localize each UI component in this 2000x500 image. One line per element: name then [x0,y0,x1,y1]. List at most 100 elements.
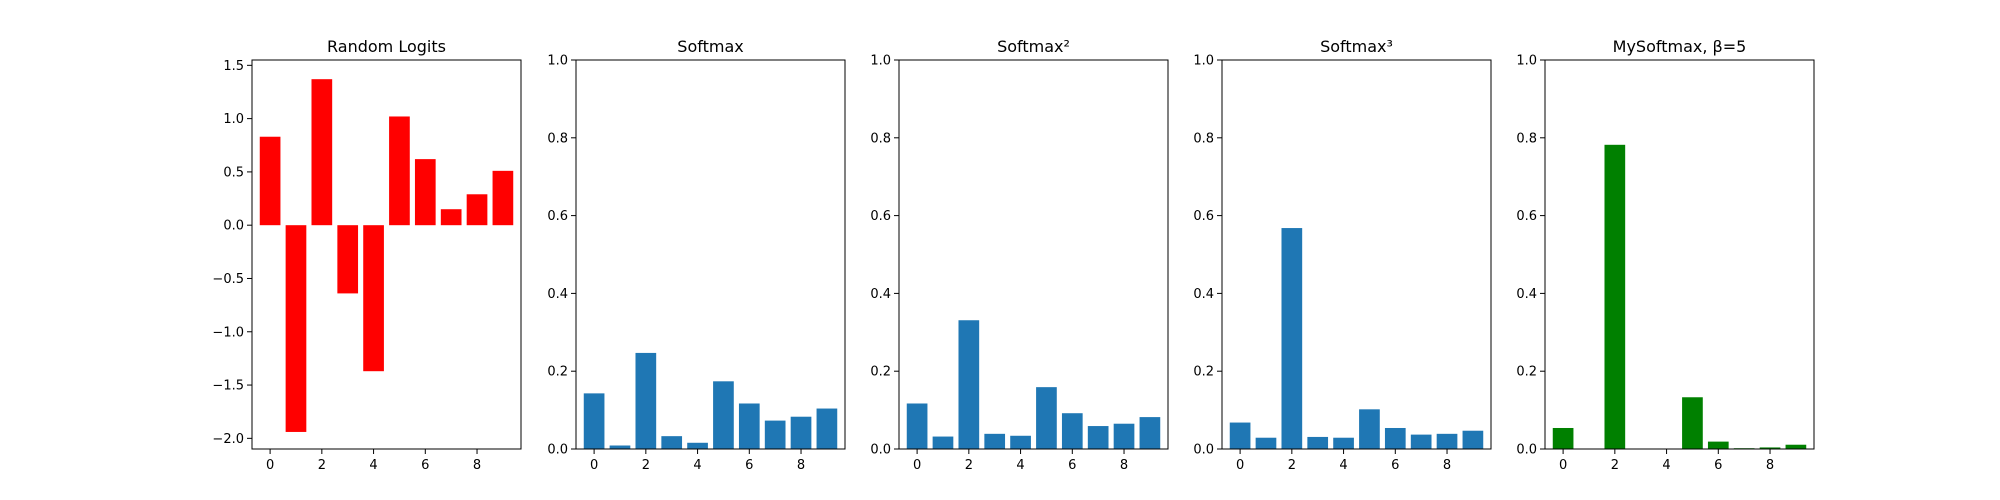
bar [906,403,928,449]
bar [1462,430,1484,449]
y-tick-label: 0.4 [547,287,568,302]
x-tick-label: 4 [693,458,701,473]
bar [738,403,760,449]
bar [958,320,980,449]
bar [1113,423,1135,449]
y-tick-label: 0.6 [870,209,891,224]
bar [1229,422,1251,449]
y-tick-label: 0.0 [870,443,891,458]
x-tick-label: 4 [1339,458,1347,473]
bar [984,433,1006,449]
axes-frame [251,59,522,450]
x-tick-label: 2 [1611,458,1619,473]
y-tick-label: 0.6 [1193,209,1214,224]
subplot-1: 0.0 0.2 0.4 0.6 0.8 1.0 0 2 4 6 8 Softmax [547,37,846,473]
axes-frame [898,59,1169,450]
chart-title: Softmax² [997,37,1070,56]
y-tick-label: 1.0 [1516,54,1537,69]
x-tick-label: 2 [318,458,326,473]
bar [1010,435,1031,449]
x-tick-label: 6 [421,458,429,473]
bar [1604,144,1626,450]
x-tick-label: 8 [1120,458,1128,473]
y-tick-label: 0.4 [1193,287,1214,302]
bar [1139,417,1161,449]
x-tick-label: 0 [266,458,274,473]
y-tick-label: 0.4 [870,287,891,302]
bar [687,442,708,449]
bar [1359,409,1380,449]
axes-frame [575,59,846,450]
y-tick-label: 1.0 [870,54,891,69]
y-tick-label: 0.0 [223,219,244,234]
bar [635,352,657,449]
x-tick-label: 6 [745,458,753,473]
chart-title: Softmax³ [1320,37,1393,56]
y-tick-label: 0.0 [1516,443,1537,458]
y-tick-label: 1.0 [1193,54,1214,69]
bar [1087,426,1109,449]
bar [1410,434,1432,449]
bar [1759,447,1781,449]
x-tick-label: 0 [590,458,598,473]
bar [790,416,812,449]
bar [440,209,462,226]
bar [337,225,359,294]
bar [1281,228,1303,449]
x-tick-label: 8 [473,458,481,473]
y-tick-label: 0.0 [547,443,568,458]
bar [1785,444,1807,449]
x-tick-label: 2 [965,458,973,473]
y-tick-label: −0.5 [212,272,244,287]
chart-title: Random Logits [327,37,446,56]
bar [609,445,631,449]
x-tick-label: 4 [1016,458,1024,473]
bar [1436,433,1458,449]
x-tick-label: 4 [1662,458,1670,473]
y-tick-label: 1.0 [547,54,568,69]
y-tick-label: −2.0 [212,432,244,447]
x-tick-label: 6 [1714,458,1722,473]
x-tick-label: 0 [913,458,921,473]
subplot-3: 0.0 0.2 0.4 0.6 0.8 1.0 0 2 4 6 8 Softmax³ [1193,37,1492,473]
y-tick-label: 1.5 [223,59,244,74]
x-tick-label: 6 [1391,458,1399,473]
axes-frame [1544,59,1815,450]
y-tick-label: 0.6 [547,209,568,224]
x-tick-label: 2 [642,458,650,473]
y-tick-label: 0.2 [870,365,891,380]
chart-title: MySoftmax, β=5 [1613,37,1747,56]
bar [764,420,786,449]
y-tick-label: 0.8 [870,131,891,146]
x-tick-label: 2 [1288,458,1296,473]
bar [816,408,838,449]
bar [466,194,488,226]
bar [661,436,683,449]
y-tick-label: 0.8 [547,131,568,146]
bar [713,381,734,449]
y-tick-label: 0.0 [1193,443,1214,458]
y-tick-label: 0.8 [1516,131,1537,146]
y-tick-label: 0.5 [223,165,244,180]
chart-title: Softmax [677,37,743,56]
y-tick-label: 0.6 [1516,209,1537,224]
y-tick-label: 0.4 [1516,287,1537,302]
subplot-0: −2.0 −1.5 −1.0 −0.5 0.0 0.5 1.0 1.5 0 2 4 6 8 Random … [212,37,522,473]
bar [932,436,954,449]
y-tick-label: −1.5 [212,379,244,394]
y-tick-label: 0.2 [1516,365,1537,380]
bar [1682,397,1703,449]
bar [414,159,436,226]
y-tick-label: −1.0 [212,325,244,340]
x-tick-label: 8 [797,458,805,473]
bar [492,170,514,226]
x-tick-label: 0 [1559,458,1567,473]
bar [1707,441,1729,449]
bar [1333,437,1354,449]
bar [1307,436,1329,449]
bar [1255,437,1277,449]
y-tick-label: 0.8 [1193,131,1214,146]
x-tick-label: 0 [1236,458,1244,473]
subplot-4: 0.0 0.2 0.4 0.6 0.8 1.0 0 2 4 6 8 MySoftmax, β=5 [1516,37,1815,473]
